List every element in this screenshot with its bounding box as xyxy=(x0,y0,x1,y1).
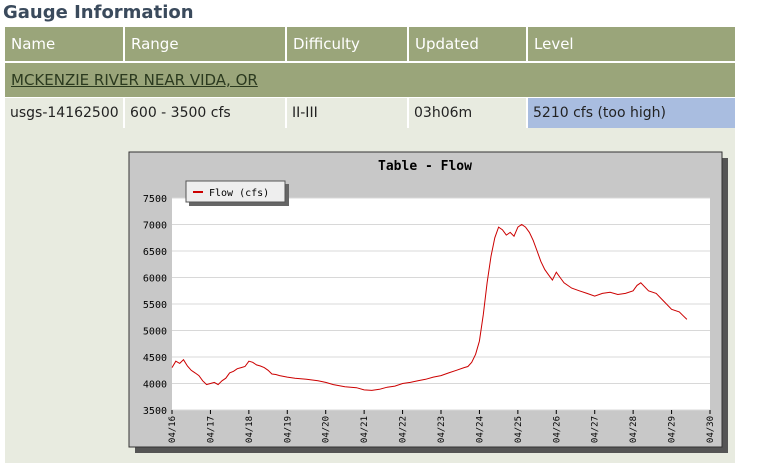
y-tick-label: 6000 xyxy=(143,274,167,285)
x-tick-label: 04/28 xyxy=(629,416,639,443)
flow-series-line xyxy=(171,223,688,391)
y-tick-label: 7500 xyxy=(143,194,167,205)
legend-label: Flow (cfs) xyxy=(209,188,269,199)
x-tick-label: 04/24 xyxy=(475,416,485,443)
x-tick-label: 04/25 xyxy=(514,416,524,443)
x-tick-label: 04/19 xyxy=(283,416,293,443)
difficulty-cell: II-III xyxy=(287,98,409,128)
updated-cell: 03h06m xyxy=(409,98,528,128)
y-tick-label: 4500 xyxy=(143,353,167,364)
x-tick-label: 04/27 xyxy=(591,416,601,443)
y-tick-label: 7000 xyxy=(143,221,167,232)
page-title: Gauge Information xyxy=(3,2,194,23)
level-cell: 5210 cfs (too high) xyxy=(528,98,735,128)
chart-container: Table - Flow 3500 4000 4500 5000 5500 6000 650… xyxy=(123,128,735,463)
river-name-link[interactable]: MCKENZIE RIVER NEAR VIDA, OR xyxy=(11,71,258,89)
header-level: Level xyxy=(528,27,735,61)
header-updated: Updated xyxy=(409,27,528,61)
gauge-name-cell: usgs-14162500 xyxy=(5,98,125,128)
x-tick-label: 04/20 xyxy=(322,416,332,443)
header-range: Range xyxy=(125,27,287,61)
legend-box xyxy=(185,180,286,203)
x-tick-label: 04/17 xyxy=(206,416,216,443)
x-tick-label: 04/29 xyxy=(668,416,678,443)
x-tick-label: 04/21 xyxy=(360,416,370,443)
river-name-row: MCKENZIE RIVER NEAR VIDA, OR xyxy=(5,63,735,97)
x-tick-label: 04/16 xyxy=(168,416,178,443)
y-tick-label: 5500 xyxy=(143,300,167,311)
left-column-fill xyxy=(5,128,123,463)
x-tick-label: 04/26 xyxy=(552,416,562,443)
x-tick-label: 04/23 xyxy=(437,416,447,443)
flow-chart: Table - Flow 3500 4000 4500 5000 5500 6000 650… xyxy=(128,151,728,453)
y-tick-label: 6500 xyxy=(143,247,167,258)
x-tick-label: 04/22 xyxy=(399,416,409,443)
y-tick-label: 3500 xyxy=(143,406,167,417)
range-cell: 600 - 3500 cfs xyxy=(125,98,287,128)
header-name: Name xyxy=(5,27,125,61)
y-tick-label: 5000 xyxy=(143,327,167,338)
table-header-row: Name Range Difficulty Updated Level xyxy=(5,27,735,61)
header-difficulty: Difficulty xyxy=(287,27,409,61)
chart-title: Table - Flow xyxy=(378,159,472,174)
table-row: usgs-14162500 600 - 3500 cfs II-III 03h0… xyxy=(5,98,735,128)
y-tick-label: 4000 xyxy=(143,380,167,391)
x-tick-label: 04/18 xyxy=(245,416,255,443)
x-tick-label: 04/30 xyxy=(706,416,716,443)
